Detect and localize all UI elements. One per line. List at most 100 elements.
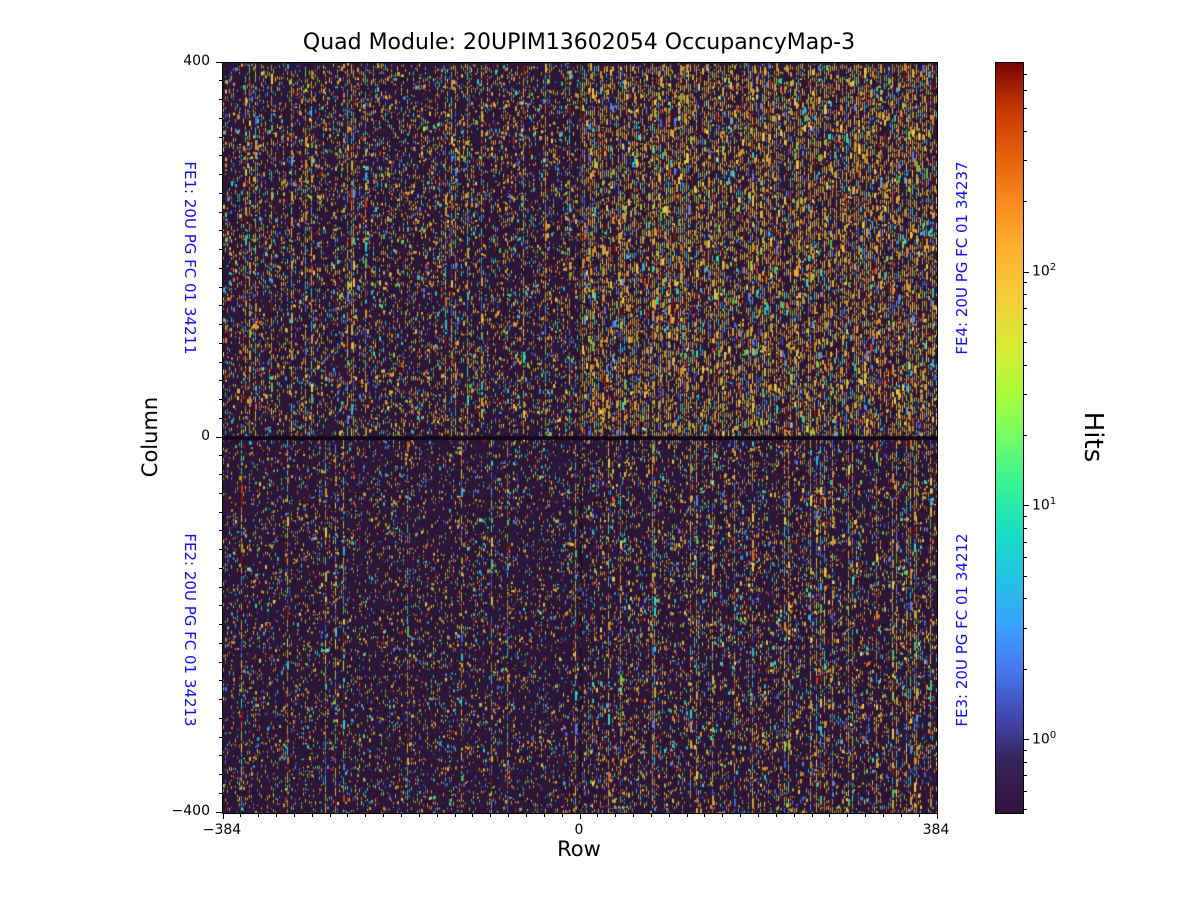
tick-mark: [218, 80, 222, 82]
tick-mark: [882, 813, 884, 817]
y-tick-label: −400: [171, 803, 210, 819]
tick-mark: [1023, 108, 1027, 110]
tick-mark: [1023, 790, 1027, 792]
tick-mark: [1023, 505, 1029, 507]
tick-mark: [293, 813, 295, 817]
tick-mark: [218, 399, 222, 400]
tick-mark: [216, 436, 222, 438]
tick-mark: [740, 813, 742, 817]
tick-mark: [218, 305, 222, 307]
tick-mark: [311, 813, 313, 817]
colorbar-tick-label: 100: [1032, 729, 1057, 748]
tick-mark: [1023, 160, 1027, 162]
tick-mark: [218, 755, 222, 757]
y-tick-label: 400: [183, 53, 210, 69]
tick-mark: [218, 567, 222, 569]
tick-mark: [1023, 201, 1027, 203]
tick-mark: [900, 813, 902, 817]
plot-area: [222, 62, 938, 814]
tick-mark: [218, 511, 222, 513]
tick-mark: [218, 624, 222, 625]
tick-mark: [329, 813, 331, 817]
tick-mark: [543, 813, 545, 817]
tick-mark: [1023, 627, 1027, 629]
tick-mark: [240, 813, 242, 817]
occupancy-heatmap: [223, 63, 937, 813]
tick-mark: [811, 813, 813, 817]
tick-mark: [218, 717, 222, 719]
tick-mark: [1023, 528, 1027, 530]
tick-mark: [1023, 541, 1027, 543]
tick-mark: [218, 174, 222, 175]
tick-mark: [1023, 557, 1027, 559]
tick-mark: [847, 813, 849, 817]
fe4-annotation: FE4: 20U PG FC 01 34237: [953, 161, 971, 355]
tick-mark: [1023, 131, 1027, 133]
tick-mark: [218, 792, 222, 794]
fe1-annotation: FE1: 20U PG FC 01 34211: [181, 161, 199, 355]
tick-mark: [454, 813, 456, 817]
tick-mark: [218, 361, 222, 363]
tick-mark: [258, 813, 260, 817]
tick-mark: [218, 286, 222, 288]
tick-mark: [597, 813, 599, 817]
tick-mark: [218, 230, 222, 232]
tick-mark: [218, 99, 222, 100]
tick-mark: [490, 813, 492, 817]
tick-mark: [218, 324, 222, 325]
tick-mark: [218, 249, 222, 250]
colorbar-tick-label: 101: [1032, 495, 1057, 514]
fe2-annotation: FE2: 20U PG FC 01 34213: [181, 533, 199, 727]
tick-mark: [1023, 761, 1027, 763]
tick-mark: [218, 530, 222, 532]
tick-mark: [1023, 364, 1027, 366]
tick-mark: [218, 474, 222, 475]
x-axis-ticks: [222, 813, 938, 821]
fe3-annotation: FE3: 20U PG FC 01 34212: [953, 533, 971, 727]
tick-mark: [218, 417, 222, 419]
tick-mark: [218, 492, 222, 494]
colorbar-label: Hits: [1078, 411, 1108, 463]
tick-mark: [218, 549, 222, 550]
tick-mark: [1023, 668, 1027, 670]
tick-mark: [436, 813, 438, 817]
tick-mark: [218, 586, 222, 588]
tick-mark: [936, 813, 938, 819]
tick-mark: [650, 813, 652, 817]
tick-mark: [1023, 516, 1027, 518]
tick-mark: [1023, 775, 1027, 777]
tick-mark: [401, 813, 402, 817]
colorbar-gradient: [996, 63, 1023, 813]
tick-mark: [758, 813, 759, 817]
tick-mark: [218, 136, 222, 138]
tick-mark: [722, 813, 724, 817]
tick-mark: [218, 774, 222, 775]
tick-mark: [216, 61, 222, 63]
tick-mark: [615, 813, 617, 817]
tick-mark: [1023, 809, 1027, 811]
tick-mark: [829, 813, 831, 817]
tick-mark: [216, 811, 222, 813]
tick-mark: [1023, 89, 1027, 91]
tick-mark: [1023, 271, 1029, 273]
colorbar: [995, 62, 1024, 814]
tick-mark: [561, 813, 563, 817]
chart-title: Quad Module: 20UPIM13602054 OccupancyMap…: [302, 30, 856, 55]
tick-mark: [1023, 739, 1029, 741]
tick-mark: [508, 813, 510, 817]
tick-mark: [218, 736, 222, 738]
tick-mark: [218, 267, 222, 269]
tick-mark: [1023, 598, 1027, 600]
tick-mark: [1023, 307, 1027, 309]
tick-mark: [365, 813, 367, 817]
tick-mark: [218, 117, 222, 119]
tick-mark: [218, 211, 222, 213]
tick-mark: [793, 813, 795, 817]
x-axis-label: Row: [557, 837, 601, 861]
x-tick-label: 0: [574, 822, 584, 838]
tick-mark: [1023, 323, 1027, 325]
tick-mark: [1023, 342, 1027, 344]
tick-mark: [218, 699, 222, 700]
tick-mark: [218, 155, 222, 157]
